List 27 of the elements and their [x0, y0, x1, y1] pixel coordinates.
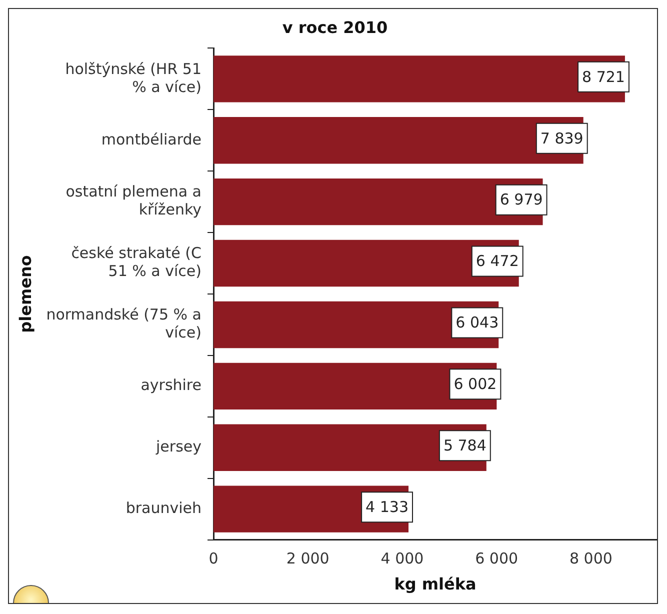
data-label: 6 472	[476, 252, 519, 270]
bar	[214, 117, 584, 164]
data-label: 6 043	[456, 314, 499, 332]
data-label: 7 839	[540, 129, 584, 148]
data-label: 6 002	[454, 375, 497, 394]
x-tick-label: 2 000	[286, 550, 330, 568]
chart-title: v roce 2010	[282, 18, 388, 37]
y-tick-label: ostatní plemena a kříženky	[66, 182, 202, 219]
bar	[214, 178, 543, 226]
data-label: 5 784	[443, 436, 486, 455]
y-tick-label: ayrshire	[140, 376, 202, 394]
bar	[214, 56, 625, 102]
x-axis-title: kg mléka	[394, 574, 476, 594]
y-tick-label: jersey	[155, 438, 202, 456]
data-label: 8 721	[582, 68, 625, 86]
y-tick-label: braunvieh	[126, 498, 202, 517]
x-tick-label: 0	[208, 550, 218, 568]
y-tick-label: české strakaté (C 51 % a více)	[71, 244, 202, 280]
data-label: 6 979	[500, 190, 543, 209]
x-tick-label: 4 000	[380, 550, 424, 568]
y-tick-label: normandské (75 % a více)	[46, 306, 202, 342]
x-tick-label: 8 000	[569, 550, 612, 568]
y-tick-label: holštýnské (HR 51 % a více)	[65, 60, 202, 96]
x-tick-label: 6 000	[475, 550, 518, 568]
data-label: 4 133	[366, 498, 409, 516]
y-axis-title: plemeno	[16, 255, 35, 333]
y-tick-label: montbéliarde	[101, 130, 202, 148]
